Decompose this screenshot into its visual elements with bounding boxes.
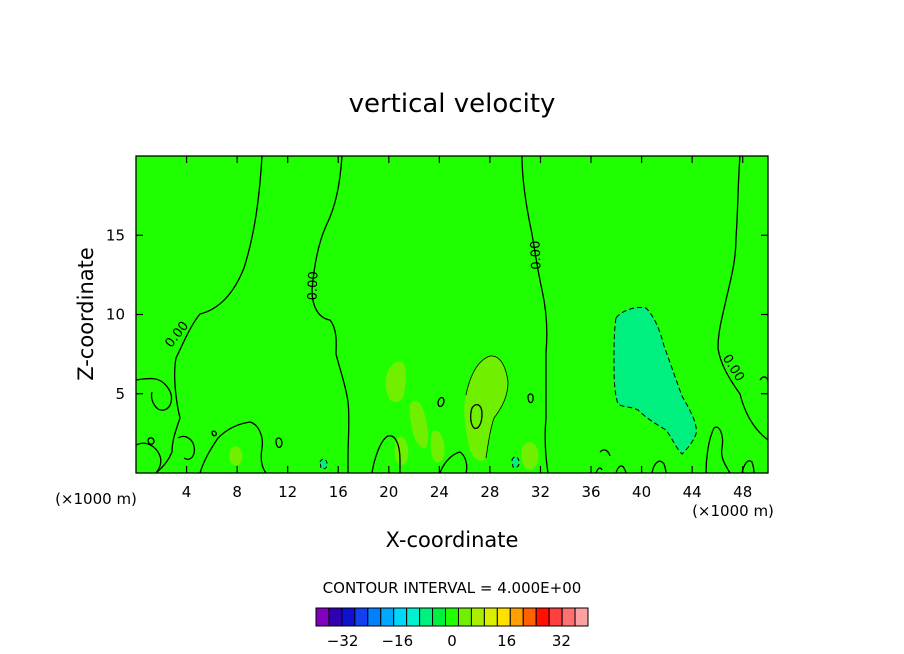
x-tick-label: 12 xyxy=(278,483,297,501)
x-tick-label: 32 xyxy=(531,483,550,501)
y-tick-label: 10 xyxy=(106,306,125,324)
colorbar-swatch xyxy=(367,607,382,627)
contour-interval-text: CONTOUR INTERVAL = 4.000E+00 xyxy=(323,579,582,597)
positive-region-x20 xyxy=(385,361,406,402)
positive-contours xyxy=(465,355,509,459)
colorbar-swatch xyxy=(432,607,447,627)
colorbar-swatch xyxy=(315,607,330,627)
x-axis-title: X-coordinate xyxy=(386,528,519,552)
contour-line-f xyxy=(136,442,162,473)
contour-line-d xyxy=(717,156,768,441)
colorbar xyxy=(315,607,589,627)
x-tick-label: 16 xyxy=(329,483,348,501)
chart-title: vertical velocity xyxy=(349,89,556,119)
colorbar-swatch xyxy=(574,607,589,627)
x-tick-label: 24 xyxy=(430,483,449,501)
contour-line-u xyxy=(211,430,217,437)
colorbar-swatch xyxy=(419,607,434,627)
negative-contours xyxy=(319,456,520,470)
neg-contour-x11 xyxy=(319,458,328,470)
contour-line-i xyxy=(470,403,483,430)
colorbar-swatch xyxy=(522,607,537,627)
colorbar-swatch xyxy=(445,607,459,627)
contour-line-j xyxy=(527,393,534,404)
x-tick-label: 36 xyxy=(581,483,600,501)
x-axis: 4 8 12 16 20 24 28 32 36 40 44 48 xyxy=(182,156,752,501)
contour-line-c xyxy=(521,156,549,473)
contour-line-a xyxy=(155,156,263,473)
contour-line-s xyxy=(437,396,445,408)
colorbar-swatch xyxy=(457,607,472,627)
y-axis: 5 10 15 xyxy=(106,226,768,403)
x-tick-label: 8 xyxy=(232,483,242,501)
contour-line-g xyxy=(199,421,267,473)
zero-contours xyxy=(136,156,768,473)
colorbar-swatch xyxy=(496,607,511,627)
neg-contour-x30 xyxy=(511,456,520,469)
contour-line-r xyxy=(275,437,283,449)
contour-line-h xyxy=(177,435,196,460)
y-axis-title: Z-coordinate xyxy=(74,247,98,381)
colorbar-swatch xyxy=(406,607,421,627)
colorbar-tick-label: 32 xyxy=(552,632,571,650)
y-tick-label: 15 xyxy=(106,226,125,244)
plot-area: 0.00 0.00 0.00 0.00 xyxy=(136,156,768,473)
colorbar-swatch xyxy=(393,607,408,627)
colorbar-tick-label: 0 xyxy=(447,632,457,650)
x-unit-left: (×1000 m) xyxy=(55,490,137,508)
positive-region-x8 xyxy=(229,446,243,466)
colorbar-tick-label: −16 xyxy=(381,632,413,650)
x-tick-label: 48 xyxy=(733,483,752,501)
contour-label-2: 0.00 xyxy=(306,271,322,300)
x-tick-label: 44 xyxy=(683,483,702,501)
colorbar-swatch xyxy=(470,607,485,627)
x-tick-label: 28 xyxy=(480,483,499,501)
colorbar-swatch xyxy=(509,607,524,627)
contour-line-e xyxy=(136,377,173,411)
colorbar-swatch xyxy=(561,607,576,627)
negative-spot-x30 xyxy=(512,456,520,468)
contour-line-m xyxy=(705,426,731,473)
x-tick-label: 20 xyxy=(379,483,398,501)
x-tick-label: 4 xyxy=(182,483,192,501)
contour-line-w xyxy=(599,449,611,457)
colorbar-swatch xyxy=(535,607,550,627)
positive-region-x24 xyxy=(430,430,445,463)
colorbar-swatch xyxy=(483,607,498,627)
negative-spot-x11 xyxy=(320,459,328,469)
x-tick-label: 40 xyxy=(632,483,651,501)
positive-region-x22 xyxy=(409,400,429,449)
contour-line-t xyxy=(147,437,155,445)
contour-line-l xyxy=(439,451,468,473)
positive-region-x28 xyxy=(464,355,508,461)
colorbar-swatch xyxy=(328,607,343,627)
contour-label-3: 0.00 xyxy=(529,240,545,269)
positive-region-x31 xyxy=(521,442,539,470)
colorbar-labels: −32 −16 0 16 32 xyxy=(327,632,571,650)
y-tick-label: 5 xyxy=(115,385,125,403)
pos-contour-x28 xyxy=(465,355,509,459)
contour-line-p xyxy=(741,460,755,473)
colorbar-tick-label: −32 xyxy=(327,632,359,650)
colorbar-swatch xyxy=(341,607,356,627)
colorbar-tick-label: 16 xyxy=(497,632,516,650)
x-unit-right: (×1000 m) xyxy=(692,502,774,520)
colorbar-swatch xyxy=(354,607,369,627)
contour-line-b xyxy=(311,156,350,473)
colorbar-swatch xyxy=(548,607,563,627)
contour-line-q xyxy=(595,467,603,473)
contour-line-o xyxy=(651,460,667,473)
contour-line-k xyxy=(371,435,401,473)
negative-region-x40 xyxy=(613,307,697,455)
colorbar-swatch xyxy=(380,607,395,627)
